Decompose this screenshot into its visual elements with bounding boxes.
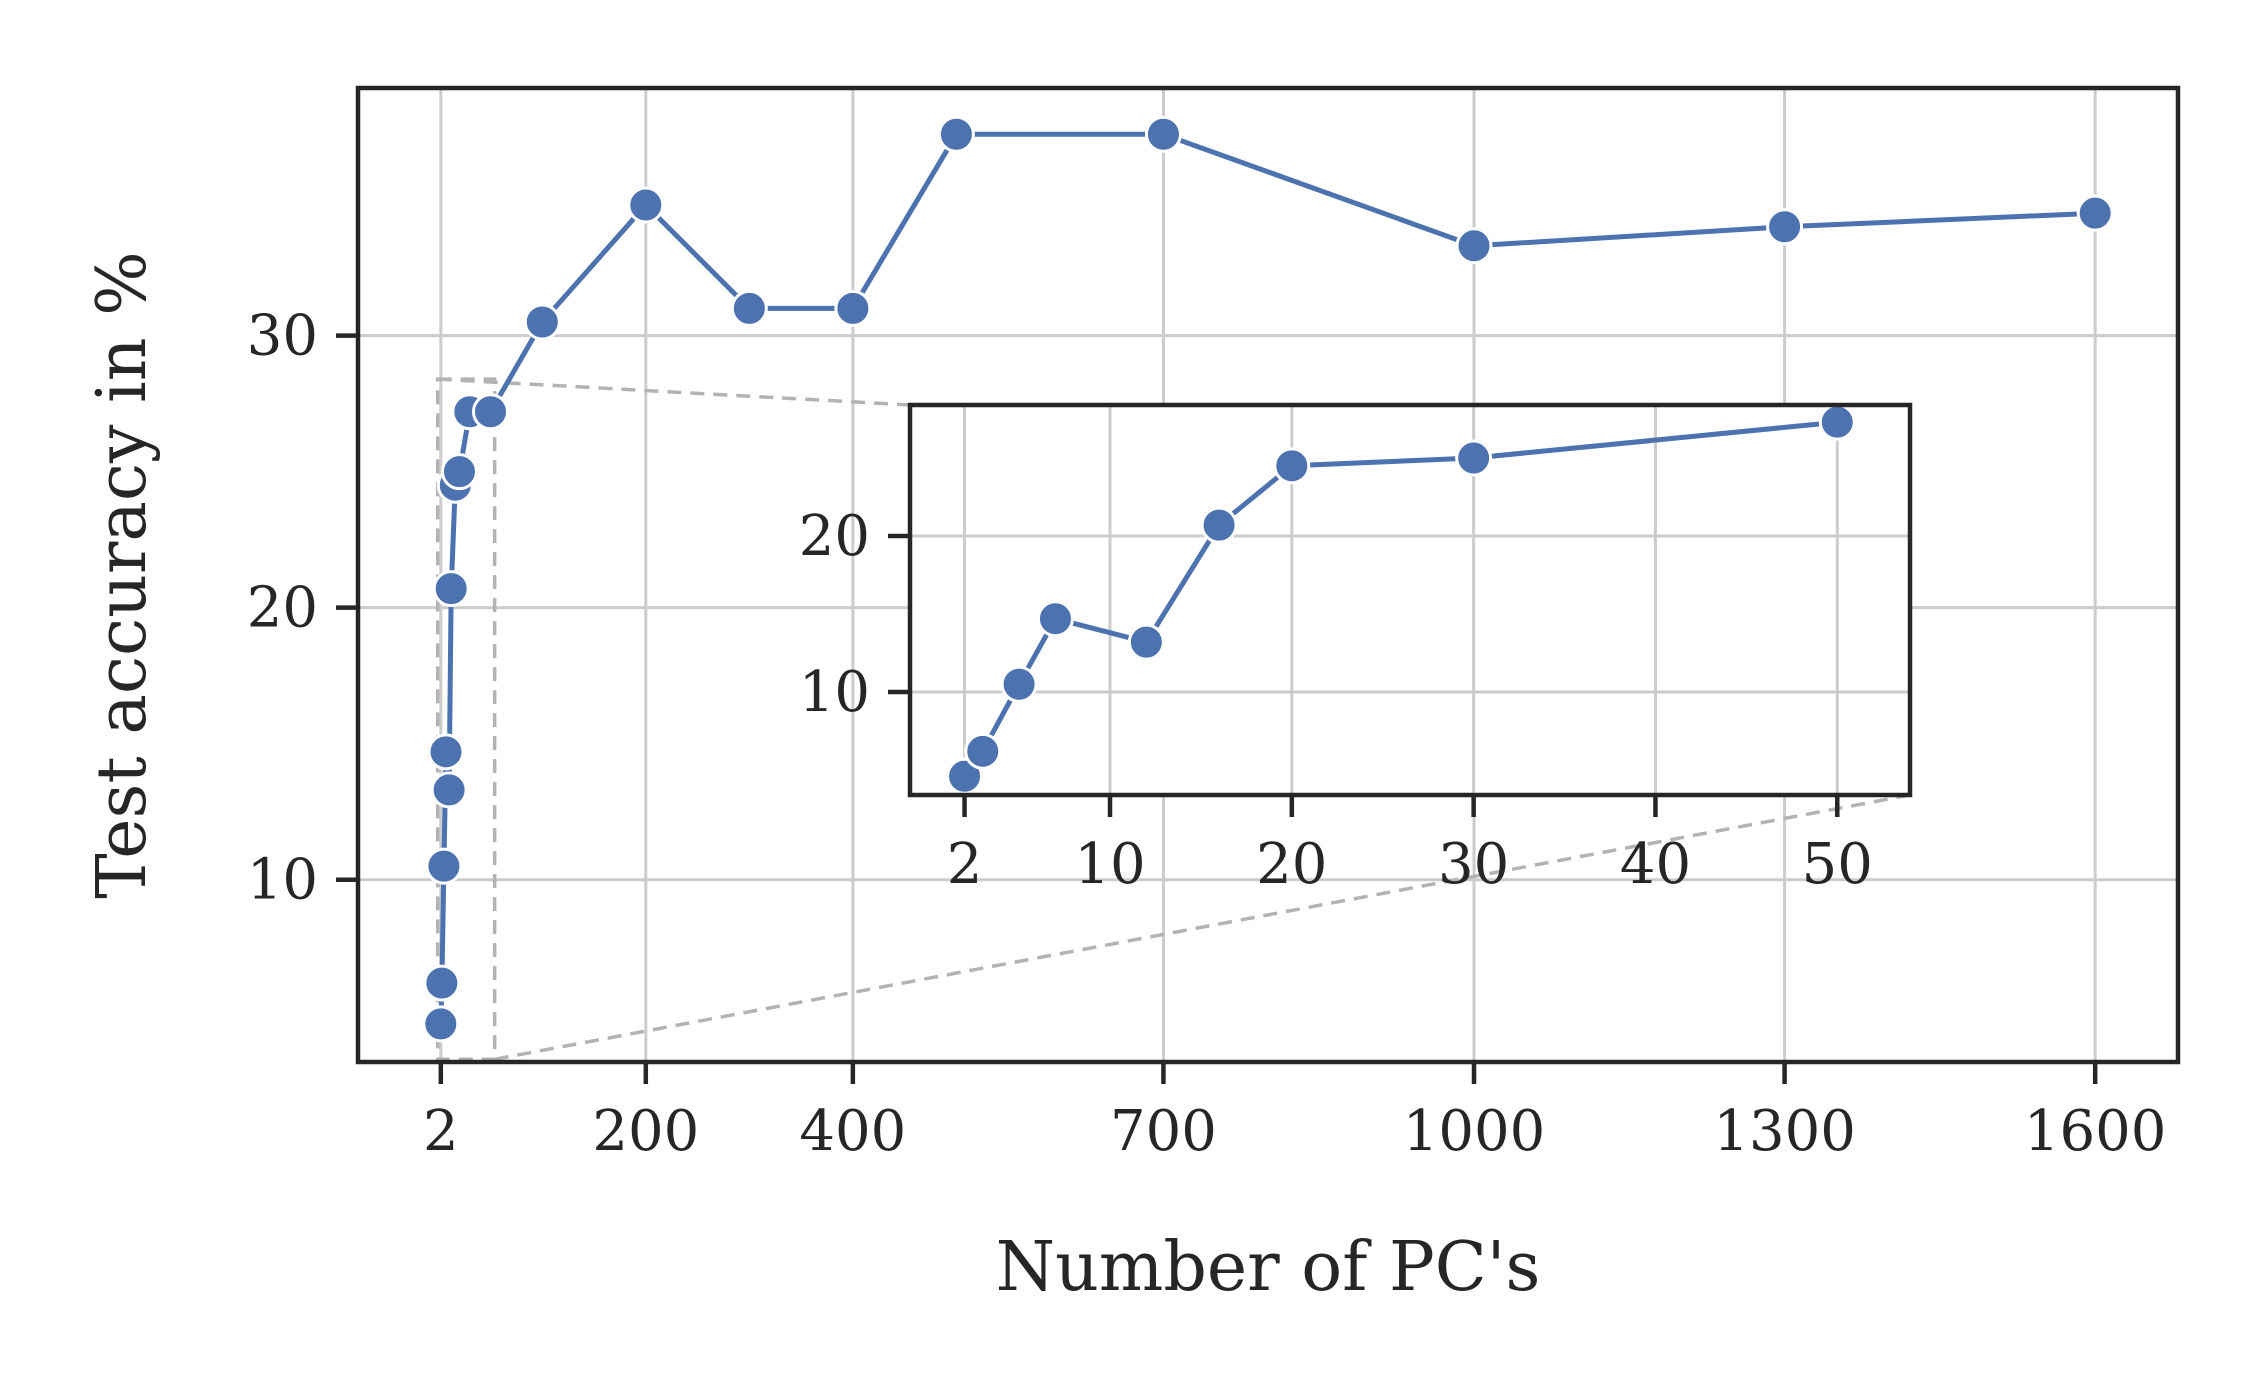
main-data-point: [422, 1005, 460, 1043]
inset-data-point: [1036, 600, 1074, 638]
main-data-point: [423, 964, 461, 1002]
inset-x-tick-label: 20: [1256, 832, 1327, 897]
inset-ticks: 2 10 20 30 40 50 10 20: [799, 504, 1873, 897]
inset-x-tick-label: 40: [1620, 832, 1691, 897]
inset-data-point: [1455, 439, 1493, 477]
inset-data-point: [1273, 447, 1311, 485]
inset-background: [910, 405, 1910, 795]
inset-data-point: [1000, 665, 1038, 703]
main-data-point: [430, 771, 468, 809]
main-data-point: [1766, 208, 1804, 246]
inset-data-point: [964, 732, 1002, 770]
main-data-point: [2076, 194, 2114, 232]
main-x-tick-label: 200: [592, 1099, 699, 1164]
inset-gridlines: [910, 405, 1910, 795]
main-y-tick-label: 30: [247, 304, 318, 369]
main-data-point: [627, 186, 665, 224]
inset-x-tick-label: 50: [1802, 832, 1873, 897]
main-y-tick-label: 10: [247, 848, 318, 913]
inset-plot-frame: [907, 402, 1913, 798]
main-data-point: [937, 115, 975, 153]
main-ticks: 2 200 400 700 1000 1300 1600 10 20 30: [247, 304, 2167, 1164]
main-data-point: [425, 847, 463, 885]
zoom-connector-top: [437, 377, 911, 407]
main-x-tick-label: 400: [799, 1099, 906, 1164]
main-x-tick-label: 1300: [1713, 1099, 1856, 1164]
main-x-tick-label: 1000: [1403, 1099, 1546, 1164]
main-data-point: [730, 289, 768, 327]
main-x-tick-label: 2: [423, 1099, 459, 1164]
main-x-tick-label: 1600: [2024, 1099, 2167, 1164]
main-series: [422, 115, 2114, 1043]
y-axis-label: Test accuracy in %: [83, 251, 162, 899]
main-data-point: [523, 303, 561, 341]
main-data-point: [440, 453, 478, 491]
inset-series: [946, 403, 1856, 795]
zoom-connector-bottom: [494, 793, 1911, 1061]
inset-x-tick-label: 2: [947, 832, 983, 897]
inset-data-point: [1127, 623, 1165, 661]
main-data-point: [432, 570, 470, 608]
inset-y-tick-label: 10: [799, 660, 870, 725]
main-plot-frame: [355, 85, 2181, 1065]
zoom-guides: [435, 377, 1911, 1062]
main-data-point: [427, 733, 465, 771]
inset-x-tick-label: 30: [1438, 832, 1509, 897]
main-data-point: [834, 289, 872, 327]
inset-data-point: [1200, 506, 1238, 544]
main-data-point: [472, 393, 510, 431]
main-data-point: [1144, 115, 1182, 153]
inset-y-tick-label: 20: [799, 504, 870, 569]
main-x-tick-label: 700: [1110, 1099, 1217, 1164]
main-data-point: [1455, 227, 1493, 265]
main-y-tick-label: 20: [247, 576, 318, 641]
inset-x-tick-label: 10: [1074, 832, 1145, 897]
inset-data-point: [1818, 403, 1856, 441]
x-axis-label: Number of PC's: [996, 1228, 1541, 1307]
